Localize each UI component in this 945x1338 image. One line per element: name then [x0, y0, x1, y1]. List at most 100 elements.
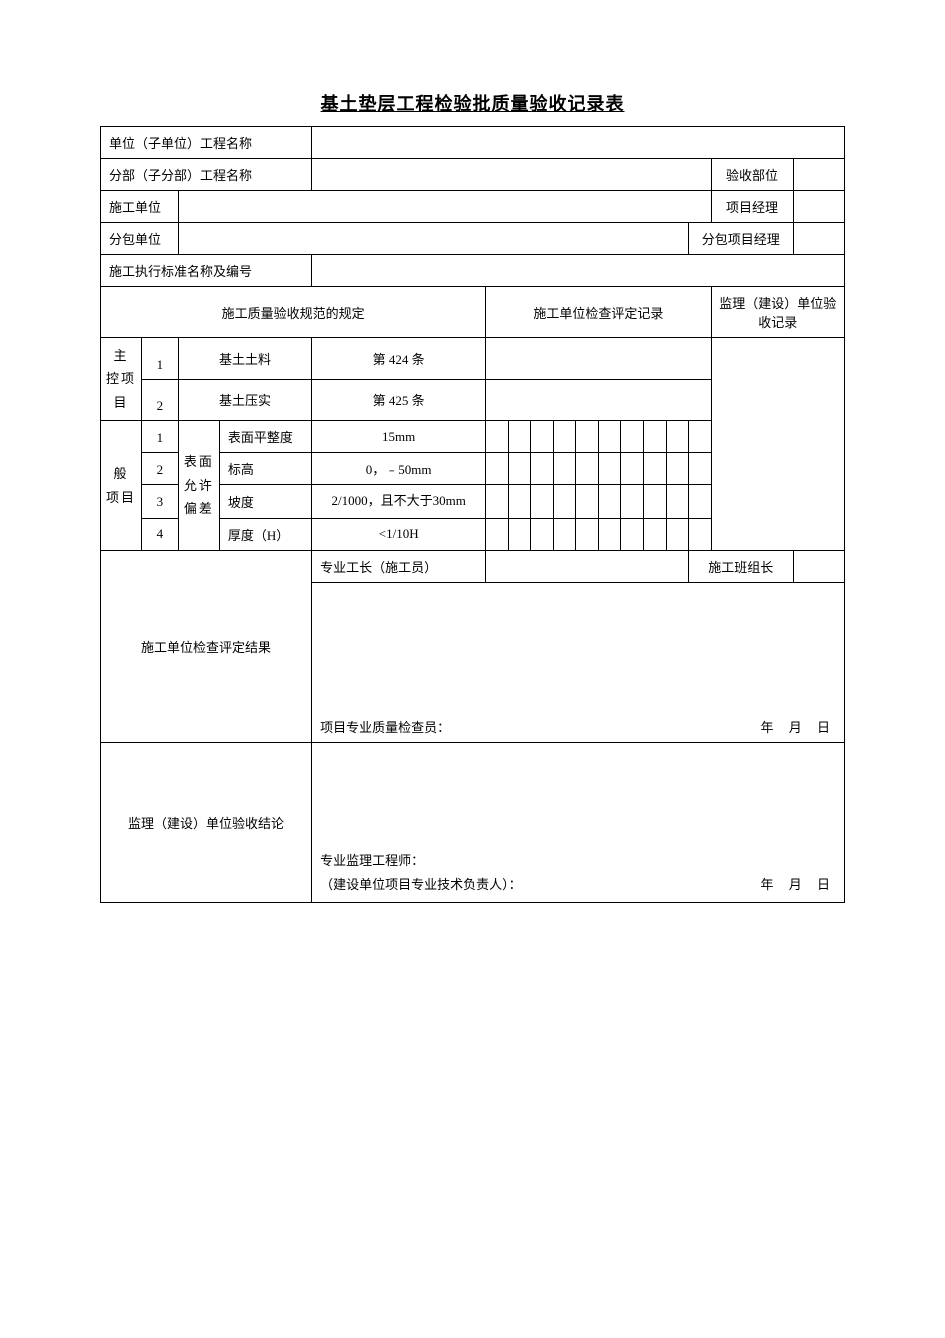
accept-part-label: 验收部位: [711, 159, 793, 191]
g1-c3: [531, 421, 554, 453]
g3-c3: [531, 485, 554, 519]
check-header: 施工单位检查评定记录: [486, 287, 711, 338]
supervise-record-cell: [711, 338, 844, 551]
standard-value: [312, 255, 845, 287]
g4-c9: [666, 518, 689, 550]
g2-c2: [508, 453, 531, 485]
g-val-2: 0，﹣50mm: [312, 453, 486, 485]
result-signer: 项目专业质量检查员：: [320, 720, 450, 735]
g2-c3: [531, 453, 554, 485]
g3-c5: [576, 485, 599, 519]
sub-pm-label: 分包项目经理: [689, 223, 794, 255]
g3-c10: [689, 485, 712, 519]
header-row-5: 施工执行标准名称及编号: [101, 255, 845, 287]
g1-c9: [666, 421, 689, 453]
g4-c10: [689, 518, 712, 550]
g3-c8: [643, 485, 666, 519]
g-val-1: 15mm: [312, 421, 486, 453]
conclusion-date: 年 月 日: [760, 873, 836, 896]
foreman-value: [486, 550, 689, 582]
g1-c5: [576, 421, 599, 453]
result-label: 施工单位检查评定结果: [101, 550, 312, 742]
mc-check-2: [486, 379, 711, 421]
construction-unit-value: [178, 191, 711, 223]
g2-c1: [486, 453, 509, 485]
inspection-table: 单位（子单位）工程名称 分部（子分部）工程名称 验收部位 施工单位 项目经理 分…: [100, 126, 845, 903]
g4-c2: [508, 518, 531, 550]
construction-unit-label: 施工单位: [101, 191, 179, 223]
g3-c1: [486, 485, 509, 519]
project-manager-label: 项目经理: [711, 191, 793, 223]
page-title: 基土垫层工程检验批质量验收记录表: [100, 90, 845, 116]
surface-tolerance-label: 表面允许偏差: [178, 421, 219, 551]
mc-ref-2: 第 425 条: [312, 379, 486, 421]
standard-label: 施工执行标准名称及编号: [101, 255, 312, 287]
subcontract-label: 分包单位: [101, 223, 179, 255]
g3-c6: [598, 485, 621, 519]
conclusion-cell: 专业监理工程师： （建设单位项目专业技术负责人）： 年 月 日: [312, 742, 845, 902]
g2-c10: [689, 453, 712, 485]
sub-pm-value: [793, 223, 844, 255]
supervise-header: 监理（建设）单位验收记录: [711, 287, 844, 338]
header-row-4: 分包单位 分包项目经理: [101, 223, 845, 255]
result-date: 年 月 日: [760, 717, 836, 736]
unit-project-label: 单位（子单位）工程名称: [101, 127, 312, 159]
mc-name-2: 基土压实: [178, 379, 311, 421]
g2-c8: [643, 453, 666, 485]
foreman-label: 专业工长（施工员）: [312, 550, 486, 582]
g-name-2: 标高: [219, 453, 311, 485]
g3-c4: [553, 485, 576, 519]
team-leader-value: [793, 550, 844, 582]
spec-header: 施工质量验收规范的规定: [101, 287, 486, 338]
g2-c9: [666, 453, 689, 485]
result-cell: 项目专业质量检查员： 年 月 日: [312, 582, 845, 742]
g2-c7: [621, 453, 644, 485]
section-header-row: 施工质量验收规范的规定 施工单位检查评定记录 监理（建设）单位验收记录: [101, 287, 845, 338]
g4-c6: [598, 518, 621, 550]
g-num-1: 1: [141, 421, 178, 453]
team-leader-label: 施工班组长: [689, 550, 794, 582]
g4-c8: [643, 518, 666, 550]
g2-c4: [553, 453, 576, 485]
g4-c5: [576, 518, 599, 550]
g-val-4: <1/10H: [312, 518, 486, 550]
header-row-3: 施工单位 项目经理: [101, 191, 845, 223]
conclusion-signer1: 专业监理工程师：: [320, 849, 836, 872]
g-name-4: 厚度（H）: [219, 518, 311, 550]
accept-part-value: [793, 159, 844, 191]
g4-c4: [553, 518, 576, 550]
g3-c2: [508, 485, 531, 519]
conclusion-label: 监理（建设）单位验收结论: [101, 742, 312, 902]
g1-c10: [689, 421, 712, 453]
unit-project-value: [312, 127, 845, 159]
g2-c5: [576, 453, 599, 485]
foreman-row: 施工单位检查评定结果 专业工长（施工员） 施工班组长: [101, 550, 845, 582]
g1-c6: [598, 421, 621, 453]
g2-c6: [598, 453, 621, 485]
g-num-2: 2: [141, 453, 178, 485]
g4-c1: [486, 518, 509, 550]
g3-c7: [621, 485, 644, 519]
project-manager-value: [793, 191, 844, 223]
conclusion-row: 监理（建设）单位验收结论 专业监理工程师： （建设单位项目专业技术负责人）： 年…: [101, 742, 845, 902]
g3-c9: [666, 485, 689, 519]
header-row-2: 分部（子分部）工程名称 验收部位: [101, 159, 845, 191]
main-control-label: 主 控项 目: [101, 338, 142, 421]
main-control-row-1: 主 控项 目 1 基土土料 第 424 条: [101, 338, 845, 380]
mc-num-1: 1: [141, 338, 178, 380]
general-label: 般 项目: [101, 421, 142, 551]
header-row-1: 单位（子单位）工程名称: [101, 127, 845, 159]
g-name-3: 坡度: [219, 485, 311, 519]
mc-num-2: 2: [141, 379, 178, 421]
mc-name-1: 基土土料: [178, 338, 311, 380]
g1-c7: [621, 421, 644, 453]
g-num-4: 4: [141, 518, 178, 550]
g4-c3: [531, 518, 554, 550]
g4-c7: [621, 518, 644, 550]
mc-ref-1: 第 424 条: [312, 338, 486, 380]
g-val-3: 2/1000，且不大于30mm: [312, 485, 486, 519]
g-num-3: 3: [141, 485, 178, 519]
g1-c8: [643, 421, 666, 453]
subcontract-value: [178, 223, 688, 255]
g1-c2: [508, 421, 531, 453]
